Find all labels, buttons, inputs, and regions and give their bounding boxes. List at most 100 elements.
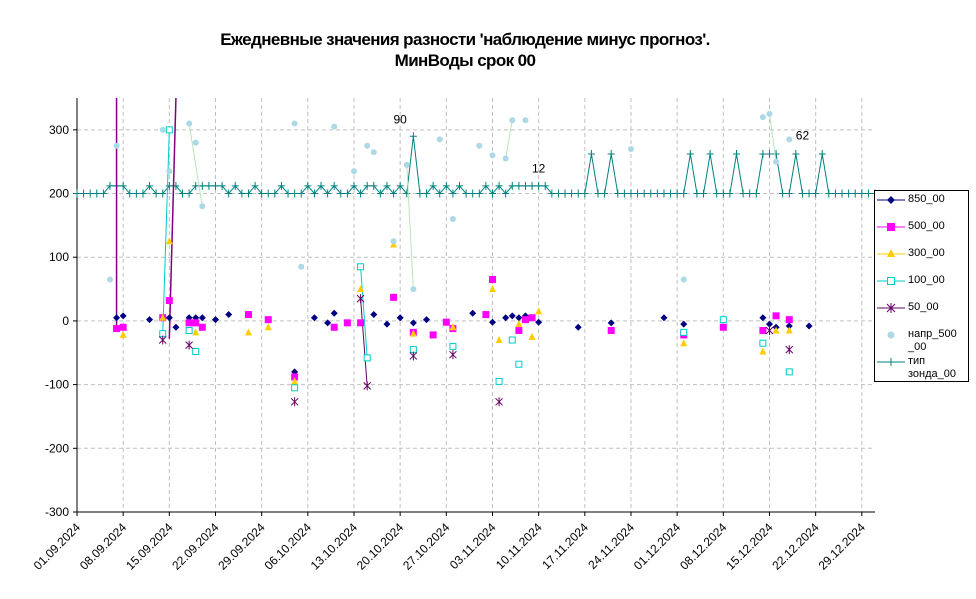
legend-label-300: 300_00	[908, 247, 945, 259]
series-point-300	[535, 307, 543, 315]
series-point-tip-zonda	[554, 189, 562, 198]
series-point-tip-zonda	[838, 189, 846, 198]
series-point-50	[449, 350, 457, 360]
series-point-napr-500	[489, 152, 496, 159]
series-point-napr-500	[410, 286, 417, 293]
x-tick-label: 03.11.2024	[447, 520, 499, 572]
series-point-tip-zonda	[667, 189, 675, 198]
series-point-tip-zonda	[713, 189, 721, 198]
series-point-50	[356, 294, 365, 304]
series-point-tip-zonda	[792, 150, 800, 159]
series-point-napr-500	[298, 263, 305, 270]
series-point-tip-zonda	[139, 189, 147, 198]
series-point-tip-zonda	[192, 181, 200, 190]
series-point-500	[357, 319, 365, 327]
series-point-100	[165, 126, 173, 134]
series-point-tip-zonda	[825, 189, 833, 198]
series-point-300	[409, 329, 417, 337]
series-point-napr-500	[364, 142, 371, 149]
series-point-tip-zonda	[337, 189, 345, 198]
series-point-500	[119, 323, 127, 331]
series-point-300	[772, 326, 780, 334]
series-point-500	[772, 312, 780, 320]
series-point-500	[343, 319, 351, 327]
series-point-tip-zonda	[304, 181, 312, 190]
series-point-tip-zonda	[851, 189, 859, 198]
series-point-tip-zonda	[376, 189, 384, 198]
series-point-300	[528, 332, 536, 340]
series-point-tip-zonda	[733, 150, 741, 159]
series-point-500	[113, 325, 121, 333]
series-point-tip-zonda	[561, 189, 569, 198]
series-point-tip-zonda	[383, 181, 391, 190]
series-point-tip-zonda	[363, 181, 371, 190]
series-point-850	[805, 322, 813, 330]
series-point-tip-zonda	[798, 189, 806, 198]
x-tick-label: 22.12.2024	[769, 520, 822, 573]
series-point-tip-zonda	[258, 189, 266, 198]
series-point-850	[396, 314, 404, 322]
series-point-300	[244, 328, 252, 336]
series-point-tip-zonda	[601, 189, 609, 198]
series-point-850	[330, 309, 338, 317]
series-point-tip-zonda	[119, 181, 127, 190]
series-point-tip-zonda	[660, 189, 668, 198]
chart-subtitle: МинВоды срок 00	[394, 51, 536, 70]
series-point-850	[469, 309, 477, 317]
series-point-napr-500	[291, 120, 298, 127]
series-point-tip-zonda	[700, 189, 708, 198]
series-point-tip-zonda	[581, 189, 589, 198]
series-point-100	[357, 263, 365, 271]
series-point-100	[363, 354, 371, 362]
series-point-100	[759, 339, 767, 347]
series-point-500	[291, 373, 299, 381]
series-point-100	[449, 342, 457, 350]
series-point-tip-zonda	[99, 189, 107, 198]
series-point-tip-zonda	[818, 150, 826, 159]
series-point-300	[159, 313, 167, 321]
series-point-100	[680, 328, 688, 336]
series-point-tip-zonda	[495, 181, 503, 190]
series-point-tip-zonda	[502, 189, 510, 198]
series-point-tip-zonda	[515, 181, 523, 190]
series-point-tip-zonda	[284, 189, 292, 198]
series-point-tip-zonda	[343, 189, 351, 198]
series-point-300	[495, 336, 503, 344]
series-point-tip-zonda	[647, 189, 655, 198]
series-point-napr-500	[680, 276, 687, 283]
series-point-100	[719, 316, 727, 324]
series-point-tip-zonda	[231, 181, 239, 190]
series-point-850	[165, 314, 173, 322]
series-point-napr-500	[773, 158, 780, 165]
series-point-tip-zonda	[179, 189, 187, 198]
series-point-tip-zonda	[80, 189, 88, 198]
series-point-500	[185, 319, 193, 327]
legend-label-850: 850_00	[908, 193, 945, 205]
series-point-tip-zonda	[403, 189, 411, 198]
y-tick-label: -100	[45, 378, 69, 392]
series-point-tip-zonda	[436, 189, 444, 198]
x-tick-label: 15.09.2024	[123, 520, 176, 573]
series-point-500	[488, 276, 496, 284]
spike-line	[360, 266, 368, 358]
series-point-850	[409, 319, 417, 327]
series-point-tip-zonda	[423, 189, 431, 198]
series-point-300	[192, 328, 200, 336]
series-point-tip-zonda	[409, 132, 417, 141]
series-point-tip-zonda	[812, 189, 820, 198]
series-point-850	[172, 323, 180, 331]
series-point-napr-500	[192, 139, 199, 146]
series-point-300	[680, 339, 688, 347]
series-point-tip-zonda	[277, 181, 285, 190]
series-point-850	[607, 319, 615, 327]
legend-label-100: 100_00	[908, 274, 945, 286]
series-point-500	[264, 316, 272, 324]
legend-item-50: 50_00	[875, 301, 968, 321]
x-tick-label: 01.09.2024	[31, 520, 84, 573]
series-point-napr-500	[436, 136, 443, 143]
series-point-tip-zonda	[390, 189, 398, 198]
series-point-tip-zonda	[858, 189, 866, 198]
series-point-tip-zonda	[152, 189, 160, 198]
series-point-tip-zonda	[607, 150, 615, 159]
series-point-850	[574, 323, 582, 331]
